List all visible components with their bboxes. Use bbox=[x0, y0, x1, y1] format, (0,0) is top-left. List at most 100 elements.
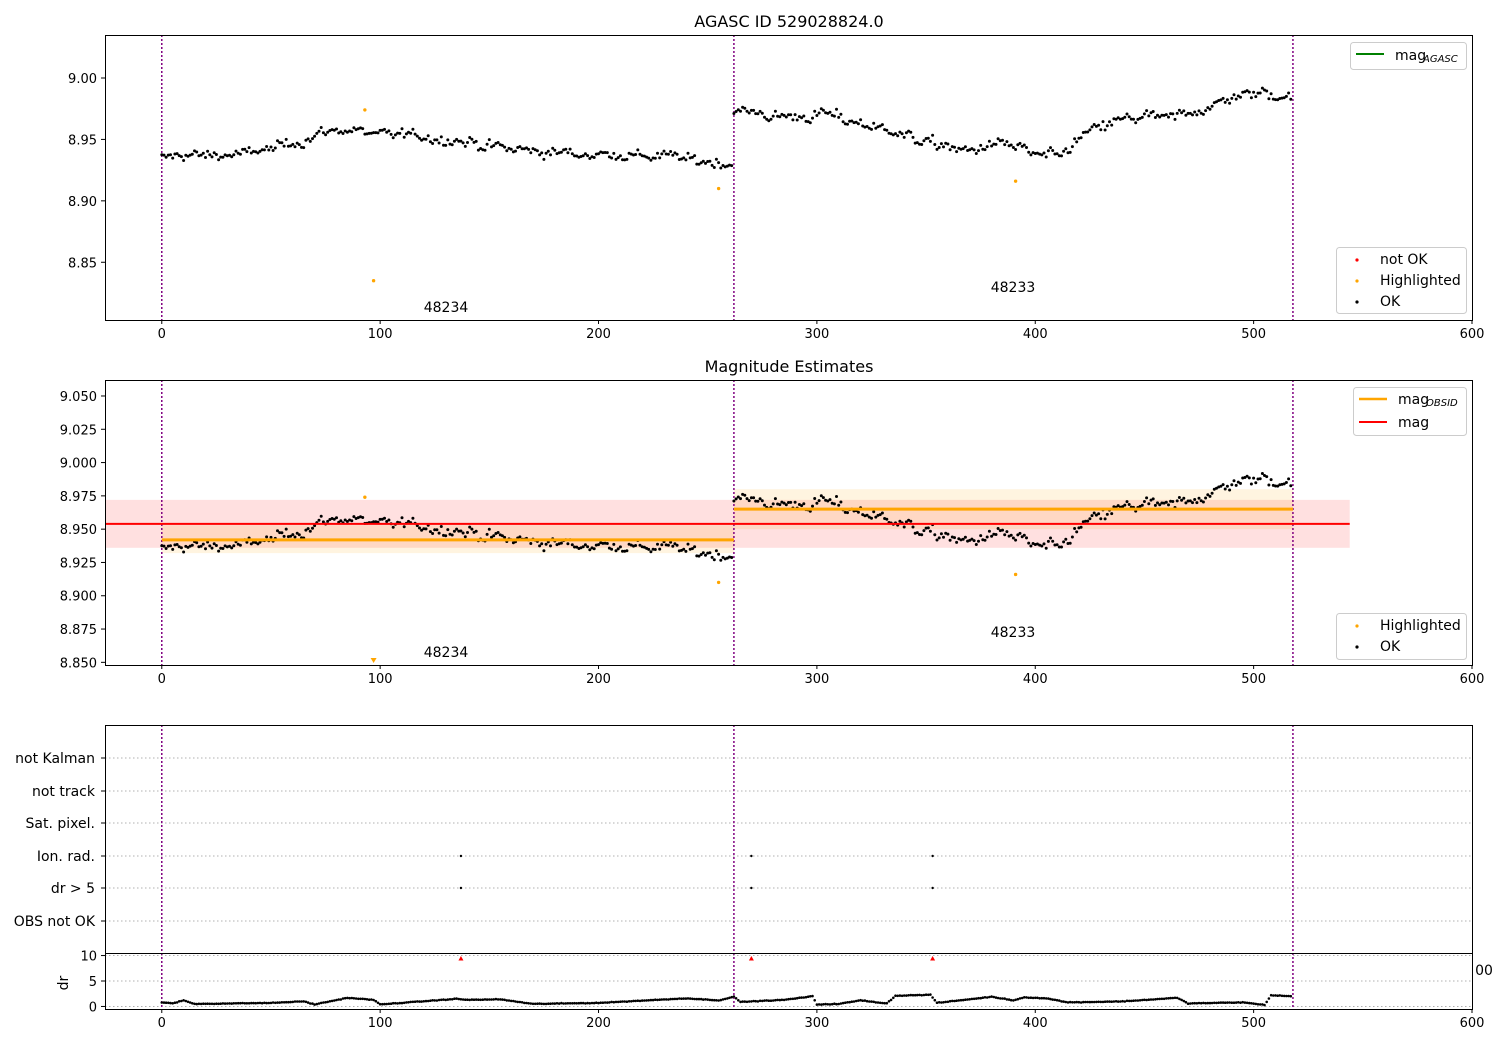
ok-point-56 bbox=[282, 534, 286, 538]
top-legend-mag-agasc[interactable]: mag AGASC bbox=[1350, 42, 1467, 70]
ok-point-381 bbox=[992, 142, 996, 146]
dr-point-78 bbox=[330, 999, 334, 1003]
dr-point-14 bbox=[191, 1002, 194, 1005]
ok-point-414 bbox=[1064, 147, 1068, 151]
ok-point-167 bbox=[525, 146, 528, 150]
top-panel-frame bbox=[105, 35, 1473, 321]
ok-point-209 bbox=[616, 547, 620, 551]
dr-point-401 bbox=[1036, 996, 1039, 1000]
ok-point-478 bbox=[1204, 496, 1208, 500]
dr-point-378 bbox=[985, 996, 989, 999]
dr-point-258 bbox=[723, 997, 727, 1001]
dr-point-268 bbox=[745, 1000, 749, 1004]
dr-point-428 bbox=[1095, 1000, 1098, 1004]
ok-point-100 bbox=[378, 128, 382, 132]
dr-point-259 bbox=[726, 997, 729, 1000]
ok-point-145 bbox=[476, 148, 480, 152]
ok-point-245 bbox=[695, 554, 699, 558]
dr-point-287 bbox=[787, 997, 790, 1001]
dr-point-295 bbox=[804, 995, 808, 999]
ok-point-71 bbox=[315, 131, 319, 135]
ok-point-405 bbox=[1044, 155, 1048, 159]
ok-point-442 bbox=[1125, 112, 1129, 116]
ok-point-248 bbox=[701, 551, 705, 555]
dr-point-7 bbox=[175, 1001, 179, 1004]
ok-point-377 bbox=[983, 148, 987, 152]
dr-point-1 bbox=[162, 1001, 166, 1004]
ok-point-427 bbox=[1092, 123, 1096, 126]
ok-point-346 bbox=[915, 531, 919, 535]
ok-point-352 bbox=[928, 139, 932, 143]
ok-point-130 bbox=[444, 534, 448, 538]
dr-point-190 bbox=[575, 1002, 578, 1005]
dr-point-106 bbox=[391, 1001, 395, 1005]
ok-point-491 bbox=[1232, 479, 1236, 483]
ok-point-421 bbox=[1079, 525, 1083, 529]
dr-point-148 bbox=[483, 998, 487, 1001]
dr-point-491 bbox=[1232, 1001, 1236, 1004]
dr-point-500 bbox=[1252, 1002, 1255, 1005]
ok-point-386 bbox=[1003, 533, 1007, 537]
dr-point-465 bbox=[1175, 996, 1179, 1000]
ok-point-483 bbox=[1215, 100, 1218, 104]
ok-point-327 bbox=[874, 515, 878, 519]
legend-label-ok: OK bbox=[1380, 294, 1401, 310]
ok-point-55 bbox=[280, 531, 284, 535]
ok-point-473 bbox=[1193, 498, 1197, 501]
dr-point-74 bbox=[322, 1001, 325, 1004]
ok-point-42 bbox=[252, 149, 255, 153]
dr-point-210 bbox=[619, 1000, 622, 1003]
flag-point-4-2 bbox=[931, 886, 934, 890]
ok-point-32 bbox=[230, 546, 234, 550]
ok-point-451 bbox=[1145, 109, 1149, 113]
ok-point-160 bbox=[509, 147, 513, 151]
ok-point-314 bbox=[846, 122, 849, 126]
dr-point-179 bbox=[551, 1002, 554, 1005]
ok-point-275 bbox=[760, 111, 764, 115]
dr-point-236 bbox=[675, 997, 679, 1001]
dr-point-456 bbox=[1156, 997, 1159, 1001]
dr-point-144 bbox=[474, 998, 478, 1001]
ok-point-418 bbox=[1073, 527, 1077, 530]
middle-legend-status[interactable]: Highlighted OK bbox=[1336, 613, 1467, 660]
ok-point-406 bbox=[1046, 539, 1050, 543]
dr-point-256 bbox=[719, 998, 723, 1002]
dr-point-366 bbox=[959, 998, 963, 1002]
ok-point-427 bbox=[1092, 511, 1096, 515]
agasc-magnitude-panel: AGASC ID 529028824.0 0 100 200 300 400 500 600… bbox=[68, 12, 1484, 342]
legend-dot-ok-middle bbox=[1355, 645, 1359, 649]
ok-point-41 bbox=[249, 542, 253, 546]
ok-point-363 bbox=[953, 536, 956, 540]
ok-point-154 bbox=[496, 531, 500, 534]
ok-point-394 bbox=[1020, 535, 1024, 539]
middle-legend-mag[interactable]: mag OBSID mag bbox=[1353, 387, 1467, 436]
ok-point-489 bbox=[1228, 488, 1232, 492]
ok-point-293 bbox=[800, 116, 804, 120]
dr-point-214 bbox=[627, 1000, 631, 1003]
ok-point-20 bbox=[204, 547, 207, 551]
dr-point-331 bbox=[883, 1001, 886, 1005]
dr-point-36 bbox=[239, 1001, 242, 1005]
ok-point-375 bbox=[979, 143, 983, 147]
ok-point-16 bbox=[195, 150, 199, 154]
dr-point-457 bbox=[1158, 997, 1161, 1001]
ok-point-390 bbox=[1011, 146, 1015, 149]
ok-point-261 bbox=[730, 164, 734, 168]
dr-point-369 bbox=[966, 998, 969, 1001]
dr-point-117 bbox=[416, 1000, 419, 1003]
ok-point-194 bbox=[583, 152, 587, 156]
dr-point-157 bbox=[503, 998, 506, 1002]
ok-point-69 bbox=[311, 526, 314, 530]
dr-point-207 bbox=[612, 1000, 616, 1004]
ok-point-329 bbox=[878, 513, 882, 517]
dr-point-409 bbox=[1053, 998, 1057, 1002]
ok-point-231 bbox=[664, 152, 668, 156]
dr-point-496 bbox=[1243, 1001, 1247, 1004]
ok-point-210 bbox=[618, 154, 622, 158]
dr-point-129 bbox=[442, 998, 445, 1001]
ok-point-178 bbox=[549, 544, 552, 548]
ok-point-244 bbox=[693, 154, 697, 158]
dr-point-300 bbox=[815, 1003, 819, 1006]
top-legend-status[interactable]: not OK Highlighted OK bbox=[1336, 247, 1467, 314]
ok-point-421 bbox=[1079, 136, 1083, 140]
